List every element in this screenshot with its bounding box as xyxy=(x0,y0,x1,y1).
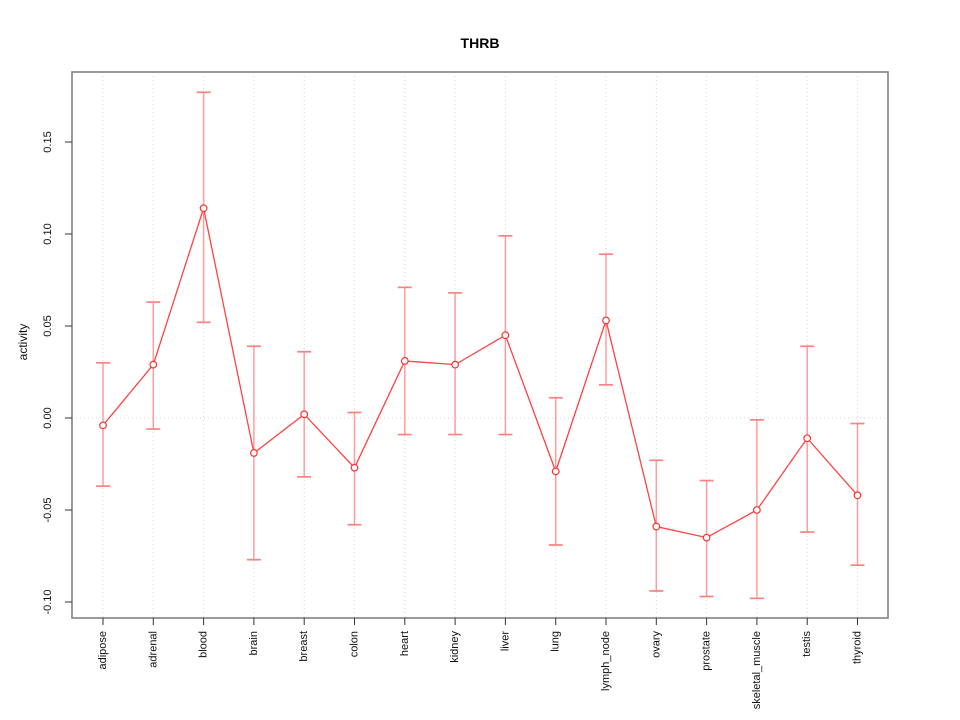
x-tick-label: lymph_node xyxy=(600,631,612,691)
data-point xyxy=(451,360,460,369)
data-point xyxy=(501,331,510,340)
data-point xyxy=(853,491,862,500)
y-tick-label: -0.10 xyxy=(42,589,54,614)
x-tick-label: adrenal xyxy=(147,631,159,668)
data-line xyxy=(102,205,858,539)
data-point xyxy=(652,522,661,531)
x-tick-label: thyroid xyxy=(852,631,864,664)
chart-title: THRB xyxy=(461,35,500,51)
y-tick-label: 0.05 xyxy=(42,315,54,336)
x-tick-label: adipose xyxy=(97,631,109,670)
data-point xyxy=(149,360,158,369)
data-point xyxy=(99,421,107,430)
data-point xyxy=(803,434,812,443)
data-point xyxy=(602,316,610,325)
x-tick-label: ovary xyxy=(650,631,662,658)
plot-frame xyxy=(71,71,889,619)
x-tick-label: liver xyxy=(499,631,511,652)
x-tick-label: prostate xyxy=(701,631,713,671)
x-tick-label: blood xyxy=(198,631,210,658)
y-tick-label: -0.05 xyxy=(42,497,54,522)
y-tick-label: 0.15 xyxy=(42,131,54,152)
x-tick-label: skeletal_muscle xyxy=(751,631,763,709)
data-point xyxy=(702,533,711,542)
data-point xyxy=(400,357,409,365)
gridlines xyxy=(72,72,888,618)
data-point xyxy=(199,204,208,213)
x-tick-label: testis xyxy=(801,631,813,657)
x-tick-label: heart xyxy=(399,631,411,656)
data-layer xyxy=(96,91,865,600)
x-tick-label: breast xyxy=(298,631,310,662)
x-tick-label: kidney xyxy=(449,631,461,663)
data-point xyxy=(350,463,359,472)
axes-layer: 0.15 0.10 0.05 0.00 -0.05 -0.10 adipose adrenal… xyxy=(42,71,889,709)
data-point xyxy=(753,506,761,514)
data-point xyxy=(551,467,560,476)
x-tick-label: colon xyxy=(349,631,361,657)
data-point xyxy=(249,449,258,457)
y-tick-label: 0.00 xyxy=(42,407,54,428)
x-tick-label: lung xyxy=(550,631,562,652)
y-axis-label: activity xyxy=(16,324,30,361)
data-point xyxy=(300,410,309,419)
x-tick-label: brain xyxy=(248,631,260,655)
y-tick-label: 0.10 xyxy=(42,223,54,244)
